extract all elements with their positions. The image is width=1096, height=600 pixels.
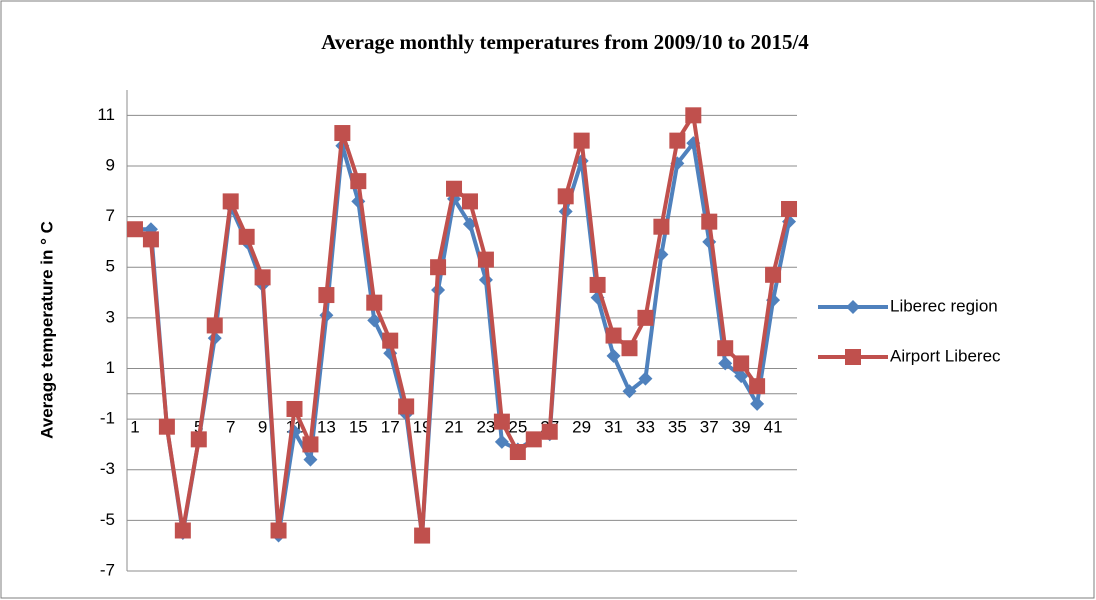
point-marker <box>398 398 415 415</box>
y-tick-label: 7 <box>106 206 115 225</box>
point-marker <box>174 522 191 539</box>
y-tick-label: 1 <box>106 358 115 377</box>
x-tick-label: 9 <box>258 417 267 436</box>
point-marker <box>494 434 509 449</box>
legend-marker <box>846 300 860 314</box>
point-marker <box>509 444 526 461</box>
point-marker <box>206 317 223 334</box>
y-tick-label: 11 <box>97 105 115 124</box>
point-marker <box>382 332 399 349</box>
point-marker <box>637 309 654 326</box>
point-marker <box>606 348 621 363</box>
x-tick-label: 41 <box>764 417 783 436</box>
legend-label: Liberec region <box>890 296 998 315</box>
point-marker <box>303 452 318 467</box>
point-marker <box>765 266 782 283</box>
point-marker <box>541 423 558 440</box>
point-marker <box>414 527 431 544</box>
point-marker <box>685 107 702 124</box>
point-marker <box>605 327 622 344</box>
y-tick-label: 3 <box>106 307 115 326</box>
x-tick-label: 7 <box>226 417 235 436</box>
point-marker <box>493 413 510 430</box>
point-marker <box>318 287 335 304</box>
x-tick-label: 29 <box>572 417 591 436</box>
x-tick-label: 33 <box>636 417 655 436</box>
legend-label: Airport Liberec <box>890 346 1001 365</box>
point-marker <box>589 276 606 293</box>
point-marker <box>717 340 734 357</box>
y-axis-label: Average temperature in ° C <box>37 221 56 439</box>
x-tick-label: 13 <box>317 417 336 436</box>
point-marker <box>477 251 494 268</box>
x-tick-label: 15 <box>349 417 368 436</box>
point-marker <box>781 200 798 217</box>
point-marker <box>350 173 367 190</box>
point-marker <box>750 396 765 411</box>
x-tick-label: 31 <box>604 417 623 436</box>
point-marker <box>669 132 686 149</box>
y-tick-label: -5 <box>100 510 115 529</box>
point-marker <box>734 369 749 384</box>
y-tick-label: -3 <box>100 459 115 478</box>
x-tick-label: 21 <box>445 417 464 436</box>
point-marker <box>270 522 287 539</box>
point-marker <box>366 294 383 311</box>
point-marker <box>557 188 574 205</box>
point-marker <box>621 340 638 357</box>
chart-title: Average monthly temperatures from 2009/1… <box>321 30 809 54</box>
x-tick-label: 1 <box>130 417 139 436</box>
x-tick-label: 37 <box>700 417 719 436</box>
point-marker <box>461 193 478 210</box>
point-marker <box>446 180 463 197</box>
x-tick-label: 39 <box>732 417 751 436</box>
y-tick-label: -1 <box>100 409 115 428</box>
point-marker <box>222 193 239 210</box>
point-marker <box>158 418 175 435</box>
y-tick-label: 9 <box>106 155 115 174</box>
point-marker <box>718 356 733 371</box>
point-marker <box>190 431 207 448</box>
point-marker <box>733 355 750 372</box>
point-marker <box>286 400 303 417</box>
point-marker <box>334 125 351 142</box>
point-marker <box>430 259 447 276</box>
point-marker <box>638 371 653 386</box>
legend-marker <box>845 349 861 365</box>
point-marker <box>749 378 766 395</box>
point-marker <box>367 313 382 328</box>
point-marker <box>573 132 590 149</box>
x-tick-label: 35 <box>668 417 687 436</box>
x-tick-label: 23 <box>476 417 495 436</box>
y-tick-label: -7 <box>100 560 115 579</box>
point-marker <box>142 231 159 248</box>
y-tick-label: 5 <box>106 257 115 276</box>
point-marker <box>701 213 718 230</box>
point-marker <box>126 221 143 238</box>
point-marker <box>254 269 271 286</box>
point-marker <box>622 384 637 399</box>
x-tick-label: 25 <box>508 417 527 436</box>
point-marker <box>302 436 319 453</box>
point-marker <box>653 218 670 235</box>
x-tick-label: 17 <box>381 417 400 436</box>
point-marker <box>525 431 542 448</box>
point-marker <box>238 228 255 245</box>
